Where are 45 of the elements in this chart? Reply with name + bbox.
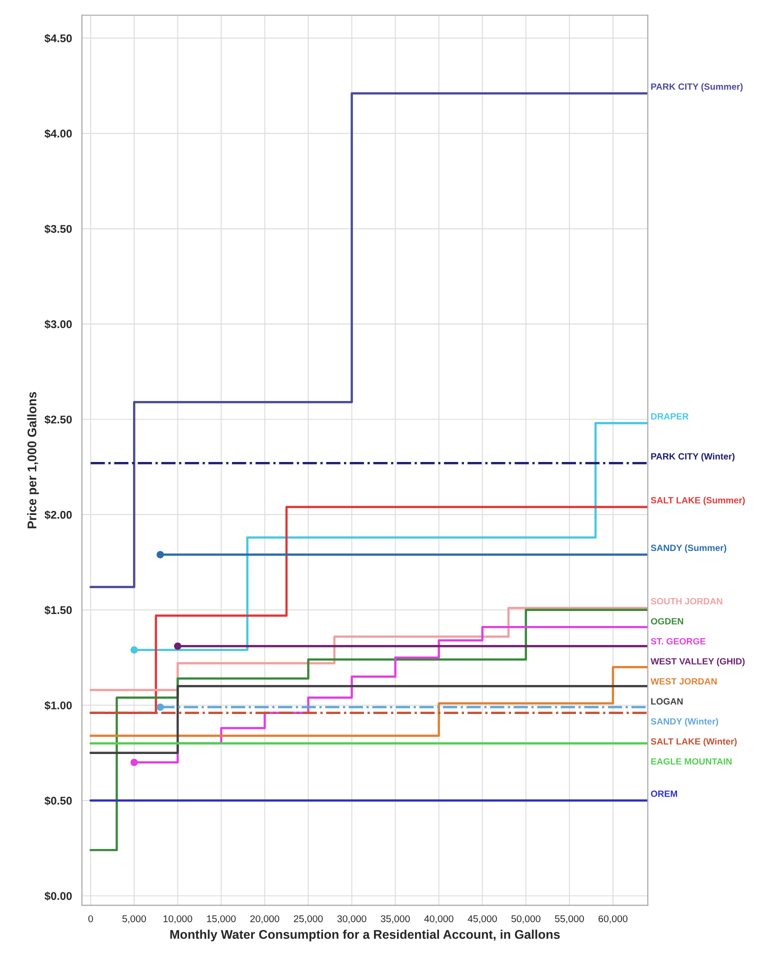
series-label: SALT LAKE (Summer) [650, 496, 745, 506]
series-label: PARK CITY (Winter) [651, 452, 735, 462]
point [130, 758, 138, 766]
x-tick-label: 35,000 [380, 915, 410, 924]
x-tick-label: 15,000 [207, 915, 236, 924]
text: SALT LAKE (Winter) [650, 738, 737, 746]
y-tick-label: $3.50 [44, 224, 72, 234]
x-tick-label: 10,000 [164, 915, 192, 924]
y-tick-label: $4.00 [44, 129, 72, 138]
x-tick-label: 5,000 [122, 915, 146, 924]
series-label: ST. GEORGE [650, 638, 706, 644]
y-tick-label: $0.50 [44, 796, 72, 806]
y-tick-label: $1.00 [44, 701, 72, 710]
y-tick-label: $3.00 [44, 320, 72, 329]
x-tick-label: 40,000 [424, 915, 454, 924]
x-tick-label: 60,000 [598, 915, 628, 924]
y-tick-label: $0.00 [44, 892, 72, 901]
point [156, 703, 164, 711]
series-label: SOUTH JORDAN [650, 598, 722, 604]
series-label: SANDY (Winter) [650, 718, 718, 726]
y-tick-label: $1.50 [44, 606, 72, 615]
series-label: WEST JORDAN [650, 678, 717, 685]
x-tick-label: 45,000 [468, 915, 497, 924]
series-label: LOGAN [651, 698, 683, 705]
series-label: OREM [650, 790, 678, 797]
y-tick-label: $2.50 [44, 415, 72, 424]
x-tick-label: 50,000 [511, 915, 540, 924]
x-tick-label: 30,000 [337, 915, 366, 924]
y-tick-label: $4.50 [44, 34, 72, 43]
series-label: SANDY (Summer) [650, 544, 726, 553]
x-tick-label: 0 [88, 915, 93, 922]
series-label: PARK CITY (Summer) [651, 83, 743, 92]
x-axis-title: Monthly Water Consumption for a Residential Account, in Gallons [170, 930, 560, 942]
y-axis-title: Price per 1,000 Gallons [27, 392, 39, 528]
series-label: EAGLE MOUNTAIN [651, 758, 732, 765]
point [130, 646, 138, 654]
x-tick-label: 25,000 [294, 915, 323, 924]
x-tick-label: 20,000 [250, 915, 280, 924]
series-label: WEST VALLEY (GHID) [650, 658, 745, 666]
series-label: DRAPER [651, 413, 689, 420]
point [156, 550, 164, 558]
series-label: OGDEN [650, 618, 684, 624]
x-tick-label: 55,000 [554, 915, 584, 924]
y-tick-label: $2.00 [44, 510, 72, 520]
point [174, 642, 182, 650]
